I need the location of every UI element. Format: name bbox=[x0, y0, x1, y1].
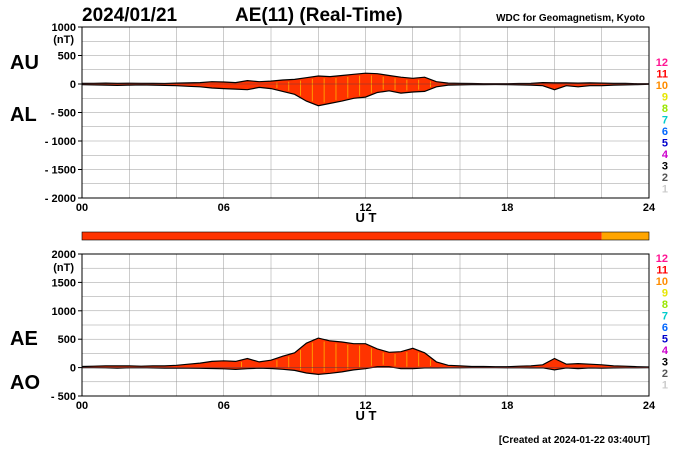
top-level-2: 2 bbox=[662, 172, 668, 184]
top-grid bbox=[82, 27, 649, 198]
top-y-tick-label: - 500 bbox=[51, 108, 76, 120]
ao-label: AO bbox=[10, 372, 40, 394]
top-x-tick-label: 06 bbox=[218, 202, 230, 214]
bottom-level-12: 12 bbox=[656, 253, 668, 265]
series-au-line bbox=[81, 72, 649, 85]
bottom-x-tick-label: 24 bbox=[643, 400, 656, 412]
bottom-level-6: 6 bbox=[662, 322, 668, 334]
bottom-y-tick-label: 0 bbox=[70, 363, 76, 375]
chart-date: 2024/01/21 bbox=[82, 5, 178, 26]
activity-band-active bbox=[82, 232, 602, 240]
bottom-x-ticks: 00 06 12 18 24 bbox=[76, 400, 656, 412]
top-x-axis-label: U T bbox=[356, 210, 377, 225]
top-unit-label: (nT) bbox=[53, 34, 74, 46]
activity-band bbox=[81, 231, 650, 241]
top-level-9: 9 bbox=[662, 92, 668, 104]
bottom-grid bbox=[82, 254, 649, 396]
bottom-level-10: 10 bbox=[656, 276, 668, 288]
series-ao-line bbox=[81, 366, 650, 376]
bottom-level-1: 1 bbox=[662, 380, 668, 392]
organization-label: WDC for Geomagnetism, Kyoto bbox=[496, 13, 645, 24]
bottom-y-tick-label: 500 bbox=[58, 334, 76, 346]
bottom-x-tick-label: 00 bbox=[76, 400, 88, 412]
bottom-y-tick-label: - 500 bbox=[51, 391, 76, 403]
top-level-7: 7 bbox=[662, 115, 668, 127]
top-area bbox=[81, 72, 650, 107]
top-y-tick-label: - 2000 bbox=[45, 193, 76, 205]
ae-label: AE bbox=[10, 328, 38, 350]
bottom-level-7: 7 bbox=[662, 311, 668, 323]
top-filled-area bbox=[82, 73, 649, 106]
bottom-filled-area bbox=[82, 338, 649, 375]
chart-title: AE(11) (Real-Time) bbox=[235, 5, 403, 26]
bottom-level-4: 4 bbox=[662, 345, 669, 357]
top-x-ticks: 00 06 12 18 24 bbox=[76, 202, 656, 214]
series-ae-line bbox=[81, 337, 650, 368]
top-level-1: 1 bbox=[662, 184, 668, 196]
series-al-line bbox=[81, 83, 650, 107]
top-level-12: 12 bbox=[656, 57, 668, 69]
bottom-x-tick-label: 18 bbox=[501, 400, 513, 412]
bottom-y-tick-label: 2000 bbox=[52, 249, 76, 261]
top-y-tick-label: - 1500 bbox=[45, 165, 76, 177]
bottom-level-9: 9 bbox=[662, 288, 668, 300]
bottom-level-11: 11 bbox=[656, 265, 668, 277]
top-level-5: 5 bbox=[662, 138, 668, 150]
top-y-tick-label: - 1000 bbox=[45, 136, 76, 148]
top-level-11: 11 bbox=[656, 69, 668, 81]
activity-band-recent bbox=[601, 232, 649, 240]
bottom-area bbox=[81, 337, 650, 376]
top-y-tick-label: 500 bbox=[58, 51, 76, 63]
top-y-ticks: 1000 500 0 - 500 - 1000 - 1500 - 2000 bbox=[45, 22, 82, 205]
top-level-8: 8 bbox=[662, 103, 668, 115]
top-level-6: 6 bbox=[662, 126, 668, 138]
bottom-unit-label: (nT) bbox=[53, 262, 74, 274]
top-x-tick-label: 24 bbox=[643, 202, 656, 214]
bottom-plot-frame bbox=[81, 253, 650, 397]
top-x-tick-label: 00 bbox=[76, 202, 88, 214]
top-level-3: 3 bbox=[662, 161, 668, 173]
bottom-level-2: 2 bbox=[662, 368, 668, 380]
top-level-10: 10 bbox=[656, 80, 668, 92]
bottom-level-5: 5 bbox=[662, 334, 668, 346]
top-level-4: 4 bbox=[662, 149, 669, 161]
bottom-y-tick-label: 1500 bbox=[52, 277, 76, 289]
created-timestamp: [Created at 2024-01-22 03:40UT] bbox=[499, 435, 650, 446]
bottom-level-3: 3 bbox=[662, 357, 668, 369]
top-x-tick-label: 12 bbox=[359, 202, 371, 214]
al-label: AL bbox=[10, 104, 37, 126]
bottom-y-ticks: 2000 1500 1000 500 0 - 500 bbox=[51, 249, 82, 403]
bottom-y-tick-label: 1000 bbox=[52, 306, 76, 318]
top-y-tick-label: 0 bbox=[70, 79, 76, 91]
au-label: AU bbox=[10, 52, 39, 74]
bottom-x-axis-label: U T bbox=[356, 408, 377, 423]
top-y-tick-label: 1000 bbox=[52, 22, 76, 34]
bottom-x-tick-label: 06 bbox=[218, 400, 230, 412]
top-x-tick-label: 18 bbox=[501, 202, 513, 214]
activity-band-frame bbox=[81, 231, 650, 241]
bottom-x-tick-label: 12 bbox=[359, 400, 371, 412]
bottom-level-8: 8 bbox=[662, 299, 668, 311]
